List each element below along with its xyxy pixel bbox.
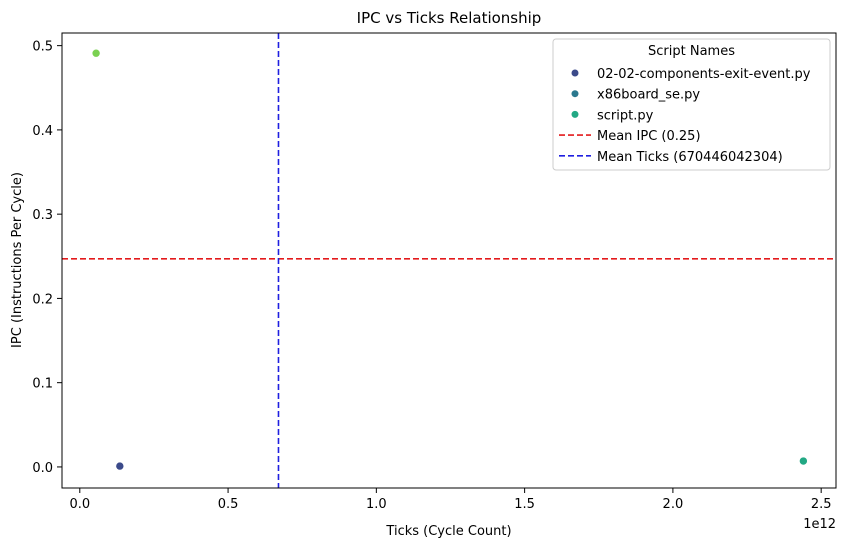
- x-tick-label: 1.0: [366, 497, 387, 512]
- legend-box: [552, 38, 831, 171]
- y-tick-label: 0.1: [32, 377, 53, 392]
- y-tick-label: 0.0: [32, 461, 53, 476]
- x-axis-label: Ticks (Cycle Count): [385, 524, 511, 539]
- y-tick-label: 0.4: [32, 124, 53, 139]
- data-point: [115, 461, 125, 471]
- legend: Script Names 02-02-components-exit-event.…: [552, 38, 831, 171]
- x-tick-label: 2.5: [811, 497, 832, 512]
- legend-marker: [571, 110, 579, 118]
- x-tick-label: 0.0: [69, 497, 90, 512]
- y-tick-label: 0.5: [32, 40, 53, 55]
- data-points: [91, 48, 808, 471]
- y-tick-label: 0.3: [32, 208, 53, 223]
- legend-label: Mean Ticks (670446042304): [597, 150, 783, 165]
- legend-label: script.py: [597, 108, 654, 123]
- data-point: [799, 456, 808, 466]
- y-tick-label: 0.2: [32, 292, 53, 307]
- chart-title: IPC vs Ticks Relationship: [357, 9, 542, 27]
- legend-marker: [571, 90, 579, 98]
- legend-label: 02-02-components-exit-event.py: [597, 67, 811, 82]
- legend-marker: [571, 69, 579, 77]
- y-axis-ticks: 0.0 0.1 0.2 0.3 0.4 0.5: [32, 40, 62, 476]
- data-point: [91, 48, 101, 58]
- legend-title: Script Names: [648, 44, 735, 59]
- plot-frame: [61, 32, 837, 489]
- legend-label: Mean IPC (0.25): [597, 129, 701, 144]
- legend-label: x86board_se.py: [597, 88, 700, 103]
- y-axis-label: IPC (Instructions Per Cycle): [10, 172, 25, 348]
- x-axis-offset-label: 1e12: [803, 517, 836, 532]
- reference-lines: [62, 33, 836, 488]
- x-axis-ticks: 0.0 0.5 1.0 1.5 2.0 2.5: [69, 488, 832, 512]
- x-tick-label: 0.5: [218, 497, 239, 512]
- x-tick-label: 2.0: [663, 497, 684, 512]
- x-tick-label: 1.5: [514, 497, 535, 512]
